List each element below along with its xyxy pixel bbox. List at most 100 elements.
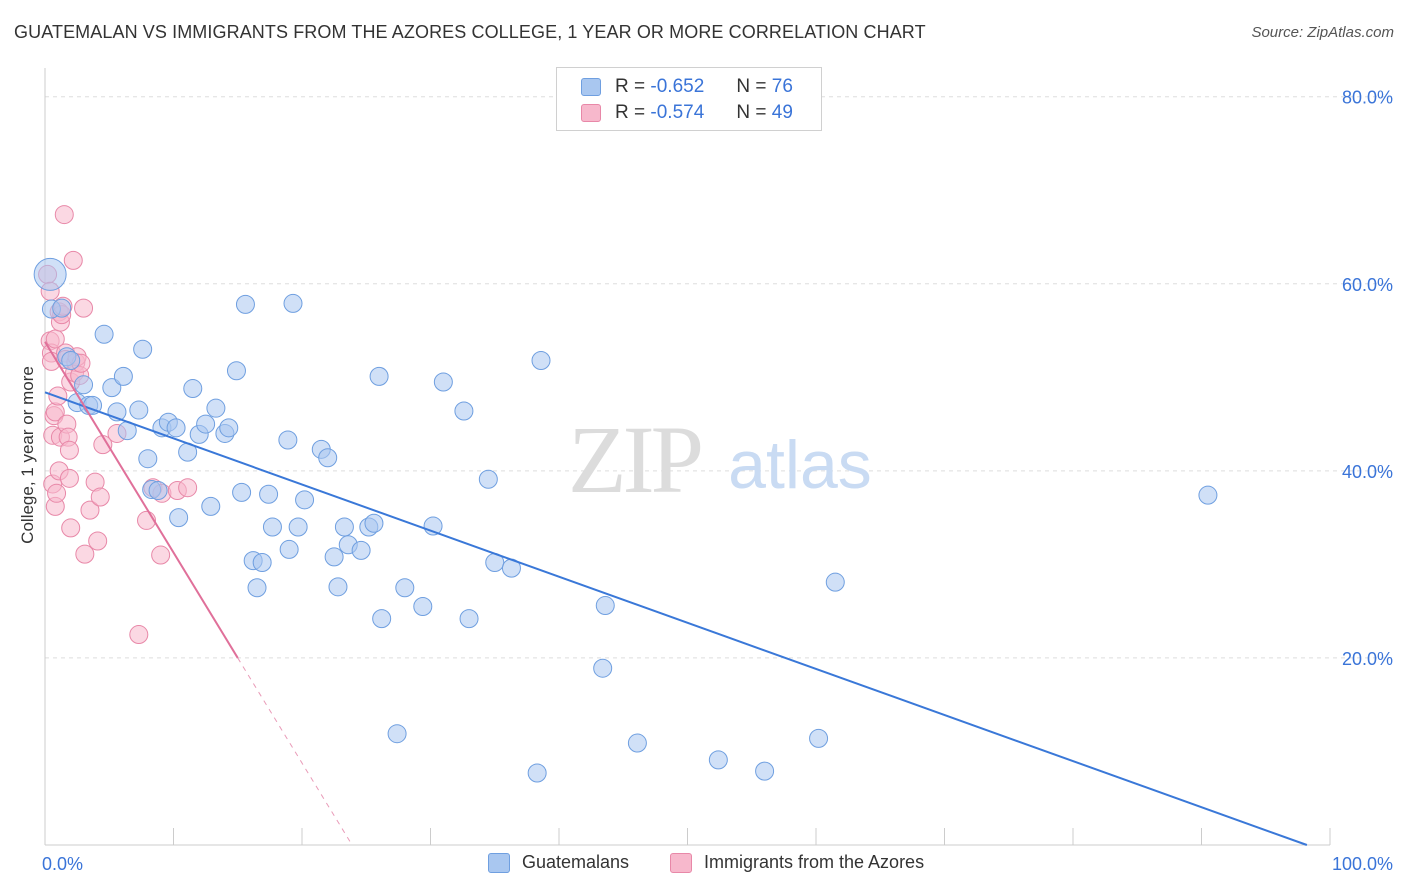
guatemalan-point: [219, 418, 239, 438]
guatemalan-point: [235, 294, 255, 314]
guatemalan-point: [288, 517, 308, 537]
legend-n-value: 49: [771, 102, 793, 123]
axes: [44, 68, 1331, 846]
guatemalan-point: [295, 490, 315, 510]
guatemalan-trend-line: [44, 391, 1308, 846]
azores-trend-line: [44, 341, 239, 659]
y-tick-label: 80.0%: [1342, 88, 1393, 108]
guatemalan-point: [278, 430, 298, 450]
guatemalan-point: [334, 517, 354, 537]
legend-swatch-blue: [488, 852, 510, 873]
legend-item-guatemalans[interactable]: Guatemalans: [488, 852, 629, 873]
guatemalan-point: [196, 414, 216, 434]
azores-point: [54, 205, 74, 225]
watermark: ZIP atlas: [568, 406, 872, 513]
gridlines: [45, 96, 1392, 659]
guatemalan-point: [395, 578, 415, 598]
azores-point: [129, 625, 149, 645]
guatemalan-point: [433, 372, 453, 392]
azores-point: [63, 250, 83, 270]
azores-point: [59, 440, 79, 460]
guatemalan-point: [809, 728, 829, 748]
azores-point: [88, 531, 108, 551]
source-note: Source: ZipAtlas.com: [1251, 24, 1394, 41]
guatemalan-point: [318, 448, 338, 468]
legend-label: Immigrants from the Azores: [704, 852, 925, 872]
guatemalan-point: [413, 596, 433, 616]
guatemalan-point: [387, 724, 407, 744]
guatemalan-point: [369, 366, 389, 386]
tick-labels: 20.0% 40.0% 60.0% 80.0% 0.0% 100.0%: [42, 88, 1393, 874]
legend-label: Guatemalans: [522, 852, 630, 872]
guatemalan-point: [201, 496, 221, 516]
y-tick-label: 60.0%: [1342, 275, 1393, 295]
guatemalan-point: [478, 469, 498, 489]
guatemalan-point: [232, 482, 252, 502]
guatemalan-point: [593, 658, 613, 678]
legend-swatch-blue: [581, 78, 601, 96]
legend-n-value: 76: [771, 76, 793, 97]
azores-trend-extension: [237, 657, 353, 846]
legend-n-label: N =: [736, 102, 767, 123]
legend-row-guatemalans: R = -0.652 N = 76: [581, 75, 793, 99]
y-tick-label: 40.0%: [1342, 462, 1393, 482]
guatemalan-point: [259, 484, 279, 504]
azores-point: [90, 487, 110, 507]
y-tick-label: 20.0%: [1342, 649, 1393, 669]
guatemalan-point: [113, 366, 133, 386]
guatemalan-point: [33, 257, 67, 291]
stats-legend: R = -0.652 N = 76 R = -0.574 N = 49: [556, 67, 822, 131]
guatemalan-point: [328, 577, 348, 597]
x-tick-label: 100.0%: [1332, 854, 1393, 874]
guatemalan-point: [324, 547, 344, 567]
guatemalan-point: [351, 540, 371, 560]
guatemalan-point: [1198, 485, 1218, 505]
x-tick-label: 0.0%: [42, 854, 83, 874]
guatemalan-point: [372, 609, 392, 629]
chart-title: GUATEMALAN VS IMMIGRANTS FROM THE AZORES…: [14, 22, 926, 42]
guatemalan-points: [33, 257, 1218, 783]
guatemalan-point: [133, 339, 153, 359]
legend-row-azores: R = -0.574 N = 49: [581, 101, 793, 125]
azores-point: [59, 468, 79, 488]
guatemalan-point: [459, 609, 479, 629]
guatemalan-point: [262, 517, 282, 537]
guatemalan-point: [708, 750, 728, 770]
azores-point: [75, 544, 95, 564]
guatemalan-point: [627, 733, 647, 753]
guatemalan-point: [148, 480, 168, 500]
guatemalan-point: [52, 298, 72, 318]
guatemalan-point: [138, 449, 158, 469]
legend-swatch-pink: [581, 104, 601, 122]
guatemalan-point: [531, 350, 551, 370]
azores-point: [47, 483, 67, 503]
series-legend: Guatemalans Immigrants from the Azores: [0, 852, 1406, 878]
guatemalan-point: [364, 513, 384, 533]
guatemalan-point: [74, 375, 94, 395]
guatemalan-point: [183, 379, 203, 399]
legend-r-value: -0.574: [650, 102, 705, 123]
legend-swatch-pink: [670, 852, 692, 873]
legend-n-label: N =: [736, 76, 767, 97]
guatemalan-point: [252, 553, 272, 573]
watermark-zip: ZIP: [568, 406, 701, 513]
guatemalan-point: [595, 596, 615, 616]
legend-item-azores[interactable]: Immigrants from the Azores: [670, 852, 924, 873]
guatemalan-point: [61, 350, 81, 370]
guatemalan-point: [279, 539, 299, 559]
guatemalan-point: [206, 398, 226, 418]
legend-r-value: -0.652: [650, 76, 705, 97]
azores-point: [178, 478, 198, 498]
guatemalan-point: [129, 400, 149, 420]
guatemalan-point: [454, 401, 474, 421]
azores-point: [80, 500, 100, 520]
azores-point: [151, 545, 171, 565]
legend-r-label: R =: [615, 76, 646, 97]
guatemalan-point: [755, 761, 775, 781]
azores-point: [74, 298, 94, 318]
guatemalan-point: [527, 763, 547, 783]
guatemalan-point: [166, 418, 186, 438]
guatemalan-point: [169, 508, 189, 528]
watermark-atlas: atlas: [728, 427, 872, 503]
